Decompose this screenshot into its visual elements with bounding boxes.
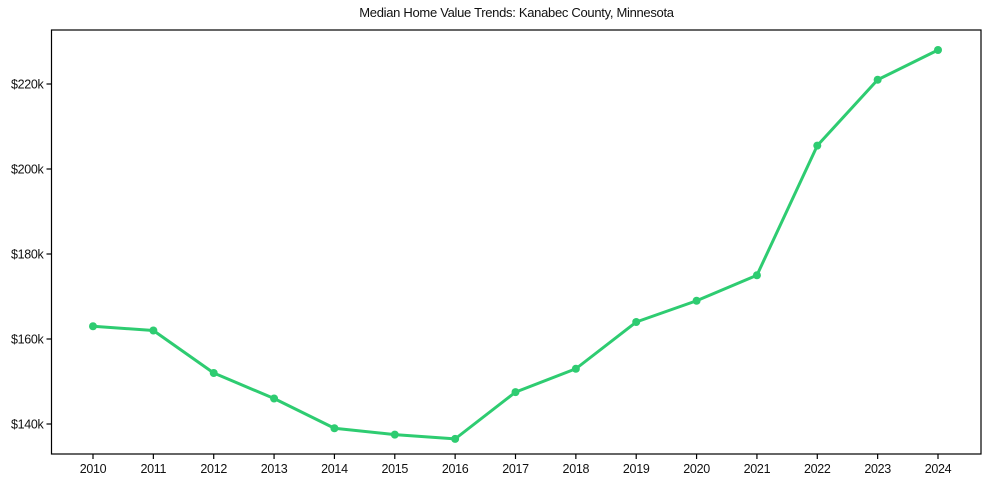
- x-tick-label: 2010: [80, 462, 107, 476]
- data-point-2014: [330, 424, 339, 433]
- x-tick-label: 2024: [925, 462, 952, 476]
- x-tick-label: 2014: [321, 462, 348, 476]
- y-tick-label: $140k: [11, 418, 45, 432]
- x-tick-label: 2013: [261, 462, 288, 476]
- data-point-2024: [934, 46, 942, 54]
- x-tick-label: 2017: [502, 462, 529, 476]
- x-tick-label: 2022: [804, 462, 831, 476]
- data-point-2012: [209, 369, 218, 377]
- data-point-2021: [752, 271, 761, 280]
- x-tick-label: 2016: [442, 462, 469, 476]
- data-point-2017: [511, 388, 520, 397]
- y-tick-label: $160k: [11, 333, 45, 347]
- plot-area-border: [50, 29, 982, 455]
- data-point-2016: [451, 434, 460, 443]
- x-tick-label: 2015: [381, 462, 408, 476]
- data-point-2018: [571, 364, 580, 373]
- data-point-2013: [270, 394, 279, 403]
- data-point-2019: [632, 318, 641, 326]
- x-tick-label: 2012: [200, 462, 227, 476]
- data-point-2020: [692, 296, 701, 305]
- y-tick-label: $180k: [11, 248, 45, 262]
- data-point-2023: [873, 75, 882, 84]
- trend-line: [91, 48, 940, 441]
- data-point-2011: [149, 326, 158, 335]
- x-tick-label: 2020: [683, 462, 710, 476]
- data-point-2010: [89, 322, 97, 331]
- data-point-2015: [390, 430, 399, 439]
- y-tick-label: $200k: [11, 163, 45, 177]
- x-tick-label: 2018: [563, 462, 590, 476]
- x-tick-label: 2011: [141, 462, 167, 476]
- y-tick-label: $220k: [11, 78, 45, 92]
- chart-title: Median Home Value Trends: Kanabec County…: [359, 5, 674, 20]
- x-tick-label: 2019: [623, 462, 650, 476]
- data-point-2022: [813, 141, 822, 150]
- x-tick-label: 2023: [864, 462, 891, 476]
- x-tick-label: 2021: [744, 462, 771, 476]
